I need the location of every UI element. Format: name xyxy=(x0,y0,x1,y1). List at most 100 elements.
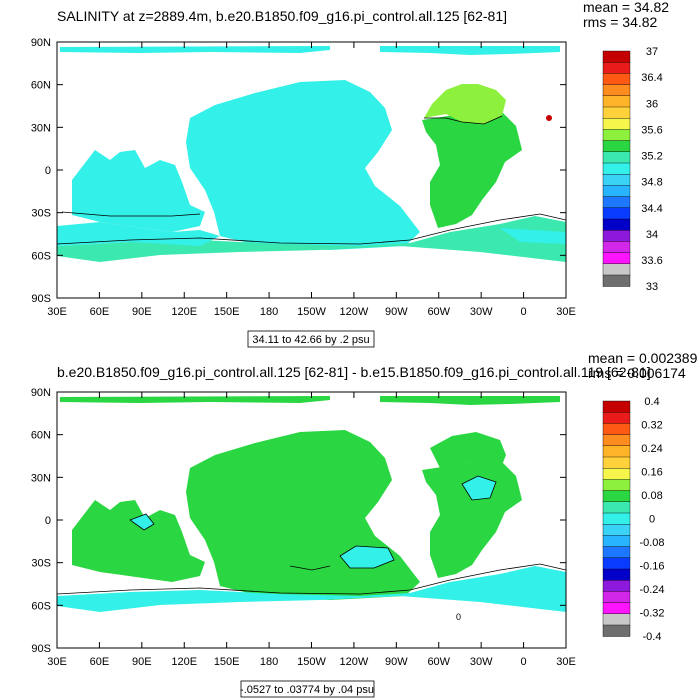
colorbar-label: 0.32 xyxy=(641,420,662,432)
colorbar-label: 34.4 xyxy=(641,203,662,215)
panel-2-range-box: -.0527 to .03774 by .04 psu xyxy=(240,680,375,698)
panel-2-southern-ocean xyxy=(57,566,566,612)
colorbar-swatch xyxy=(602,252,631,265)
colorbar-label: -0.16 xyxy=(639,561,664,573)
colorbar-swatch xyxy=(602,557,631,570)
colorbar-swatch xyxy=(602,412,631,424)
y-tick-label: 0 xyxy=(45,165,51,177)
panel-2-rms: rms = 0.006174 xyxy=(588,365,686,381)
y-tick-label: 90N xyxy=(31,37,51,49)
y-tick-label: 30S xyxy=(31,208,51,220)
panel-2-indian-ocean xyxy=(72,500,205,582)
colorbar-swatch xyxy=(602,535,631,548)
panel-2-contour xyxy=(57,475,566,595)
colorbar-swatch xyxy=(602,490,631,503)
panel-1-southern-cyan xyxy=(57,222,220,246)
x-tick-label: 60E xyxy=(90,306,110,318)
colorbar-swatch xyxy=(602,50,631,63)
colorbar-swatch xyxy=(602,129,631,142)
colorbar-swatch xyxy=(602,479,631,492)
colorbar-swatch xyxy=(602,173,631,186)
panel-1-atlantic xyxy=(422,110,522,228)
x-tick-label: 120E xyxy=(171,656,197,668)
colorbar-swatch xyxy=(602,62,631,74)
panel-1-arctic-east xyxy=(380,46,560,55)
x-tick-label: 30E xyxy=(47,306,67,318)
colorbar-swatch xyxy=(602,613,631,626)
colorbar-swatch xyxy=(602,117,631,130)
colorbar-swatch xyxy=(602,207,631,220)
x-tick-label: 60E xyxy=(90,656,110,668)
panel-1-ticks: 30E 60E 90E 120E 150E 180 150W 120W 90W 60W 30W 0 30… xyxy=(31,37,576,318)
colorbar-swatch xyxy=(602,229,631,242)
colorbar-swatch xyxy=(602,568,631,581)
colorbar-label: -0.24 xyxy=(639,584,664,596)
y-tick-label: 90S xyxy=(31,643,51,655)
y-tick-label: 30S xyxy=(31,558,51,570)
panel-1-map xyxy=(57,46,566,262)
x-tick-label: 30W xyxy=(470,656,493,668)
panel-2-title: b.e20.B1850.f09_g16.pi_control.all.125 [… xyxy=(57,364,651,380)
x-tick-label: 90W xyxy=(385,656,408,668)
y-tick-label: 0 xyxy=(45,515,51,527)
panel-1-contour xyxy=(57,115,566,245)
panel-1: SALINITY at z=2889.4m, b.e20.B1850.f09_g… xyxy=(31,0,669,348)
colorbar-swatch xyxy=(602,423,631,436)
colorbar-swatch xyxy=(602,546,631,559)
colorbar-label: 37 xyxy=(646,46,658,58)
x-tick-label: 150E xyxy=(214,306,240,318)
colorbar-swatch xyxy=(602,580,631,592)
colorbar-label: 34 xyxy=(646,229,658,241)
colorbar-label: 0.16 xyxy=(641,467,662,479)
colorbar-label: 0.08 xyxy=(641,490,662,502)
colorbar-swatch xyxy=(602,73,631,86)
x-tick-label: 30E xyxy=(556,656,576,668)
x-tick-label: 120E xyxy=(171,306,197,318)
colorbar-label: 35.6 xyxy=(641,124,662,136)
x-tick-label: 90E xyxy=(132,656,152,668)
colorbar-swatch xyxy=(602,524,631,536)
colorbar-label: 34.8 xyxy=(641,177,662,189)
colorbar-swatch xyxy=(602,400,631,413)
panel-2-atlantic-north xyxy=(430,432,506,470)
colorbar-label: 33.6 xyxy=(641,255,662,267)
colorbar-swatch xyxy=(602,445,631,458)
colorbar-label: 0.4 xyxy=(644,396,659,408)
panel-1-rms: rms = 34.82 xyxy=(583,14,658,30)
panel-1-mean: mean = 34.82 xyxy=(583,0,669,15)
panel-2-cyan-patch-2 xyxy=(340,546,394,568)
x-tick-label: 30E xyxy=(556,306,576,318)
colorbar-swatch xyxy=(602,162,631,175)
colorbar-label: 35.2 xyxy=(641,151,662,163)
panel-1-arctic-strip xyxy=(60,46,330,53)
y-tick-label: 30N xyxy=(31,122,51,134)
y-tick-label: 60S xyxy=(31,600,51,612)
colorbar-label: -0.08 xyxy=(639,537,664,549)
x-tick-label: 0 xyxy=(521,656,527,668)
y-tick-label: 60N xyxy=(31,430,51,442)
y-tick-label: 60N xyxy=(31,80,51,92)
panel-1-southern-ocean xyxy=(57,216,566,262)
panel-1-pacific xyxy=(186,80,420,250)
y-tick-label: 30N xyxy=(31,472,51,484)
colorbar-swatch xyxy=(602,456,631,469)
colorbar-label: -0.32 xyxy=(639,608,664,620)
x-tick-label: 150W xyxy=(297,656,326,668)
x-tick-label: 180 xyxy=(260,656,278,668)
y-tick-label: 90S xyxy=(31,293,51,305)
panel-1-title: SALINITY at z=2889.4m, b.e20.B1850.f09_g… xyxy=(57,8,507,24)
colorbar-label: 0.24 xyxy=(641,443,662,455)
panel-2-cyan-patch-3 xyxy=(462,476,496,500)
x-tick-label: 180 xyxy=(260,306,278,318)
colorbar-swatch xyxy=(602,185,631,198)
x-tick-label: 90W xyxy=(385,306,408,318)
panel-2-mean: mean = 0.002389 xyxy=(588,350,698,366)
panel-1-range-box: 34.11 to 42.66 by .2 psu xyxy=(247,330,375,348)
panel-2-colorbar: 0.4 0.32 0.24 0.16 0.08 0 -0.08 -0.16 -0.24 -0.32… xyxy=(602,396,665,643)
panel-2-contour-label: 0 xyxy=(456,612,461,622)
panel-1-colorbar: 37 36.4 36 35.6 35.2 34.8 34.4 34 33.6 33 xyxy=(602,46,663,293)
colorbar-swatch xyxy=(602,241,631,254)
x-tick-label: 120W xyxy=(340,656,369,668)
panel-1-red-spot xyxy=(546,115,552,121)
colorbar-label: 0 xyxy=(649,514,655,526)
